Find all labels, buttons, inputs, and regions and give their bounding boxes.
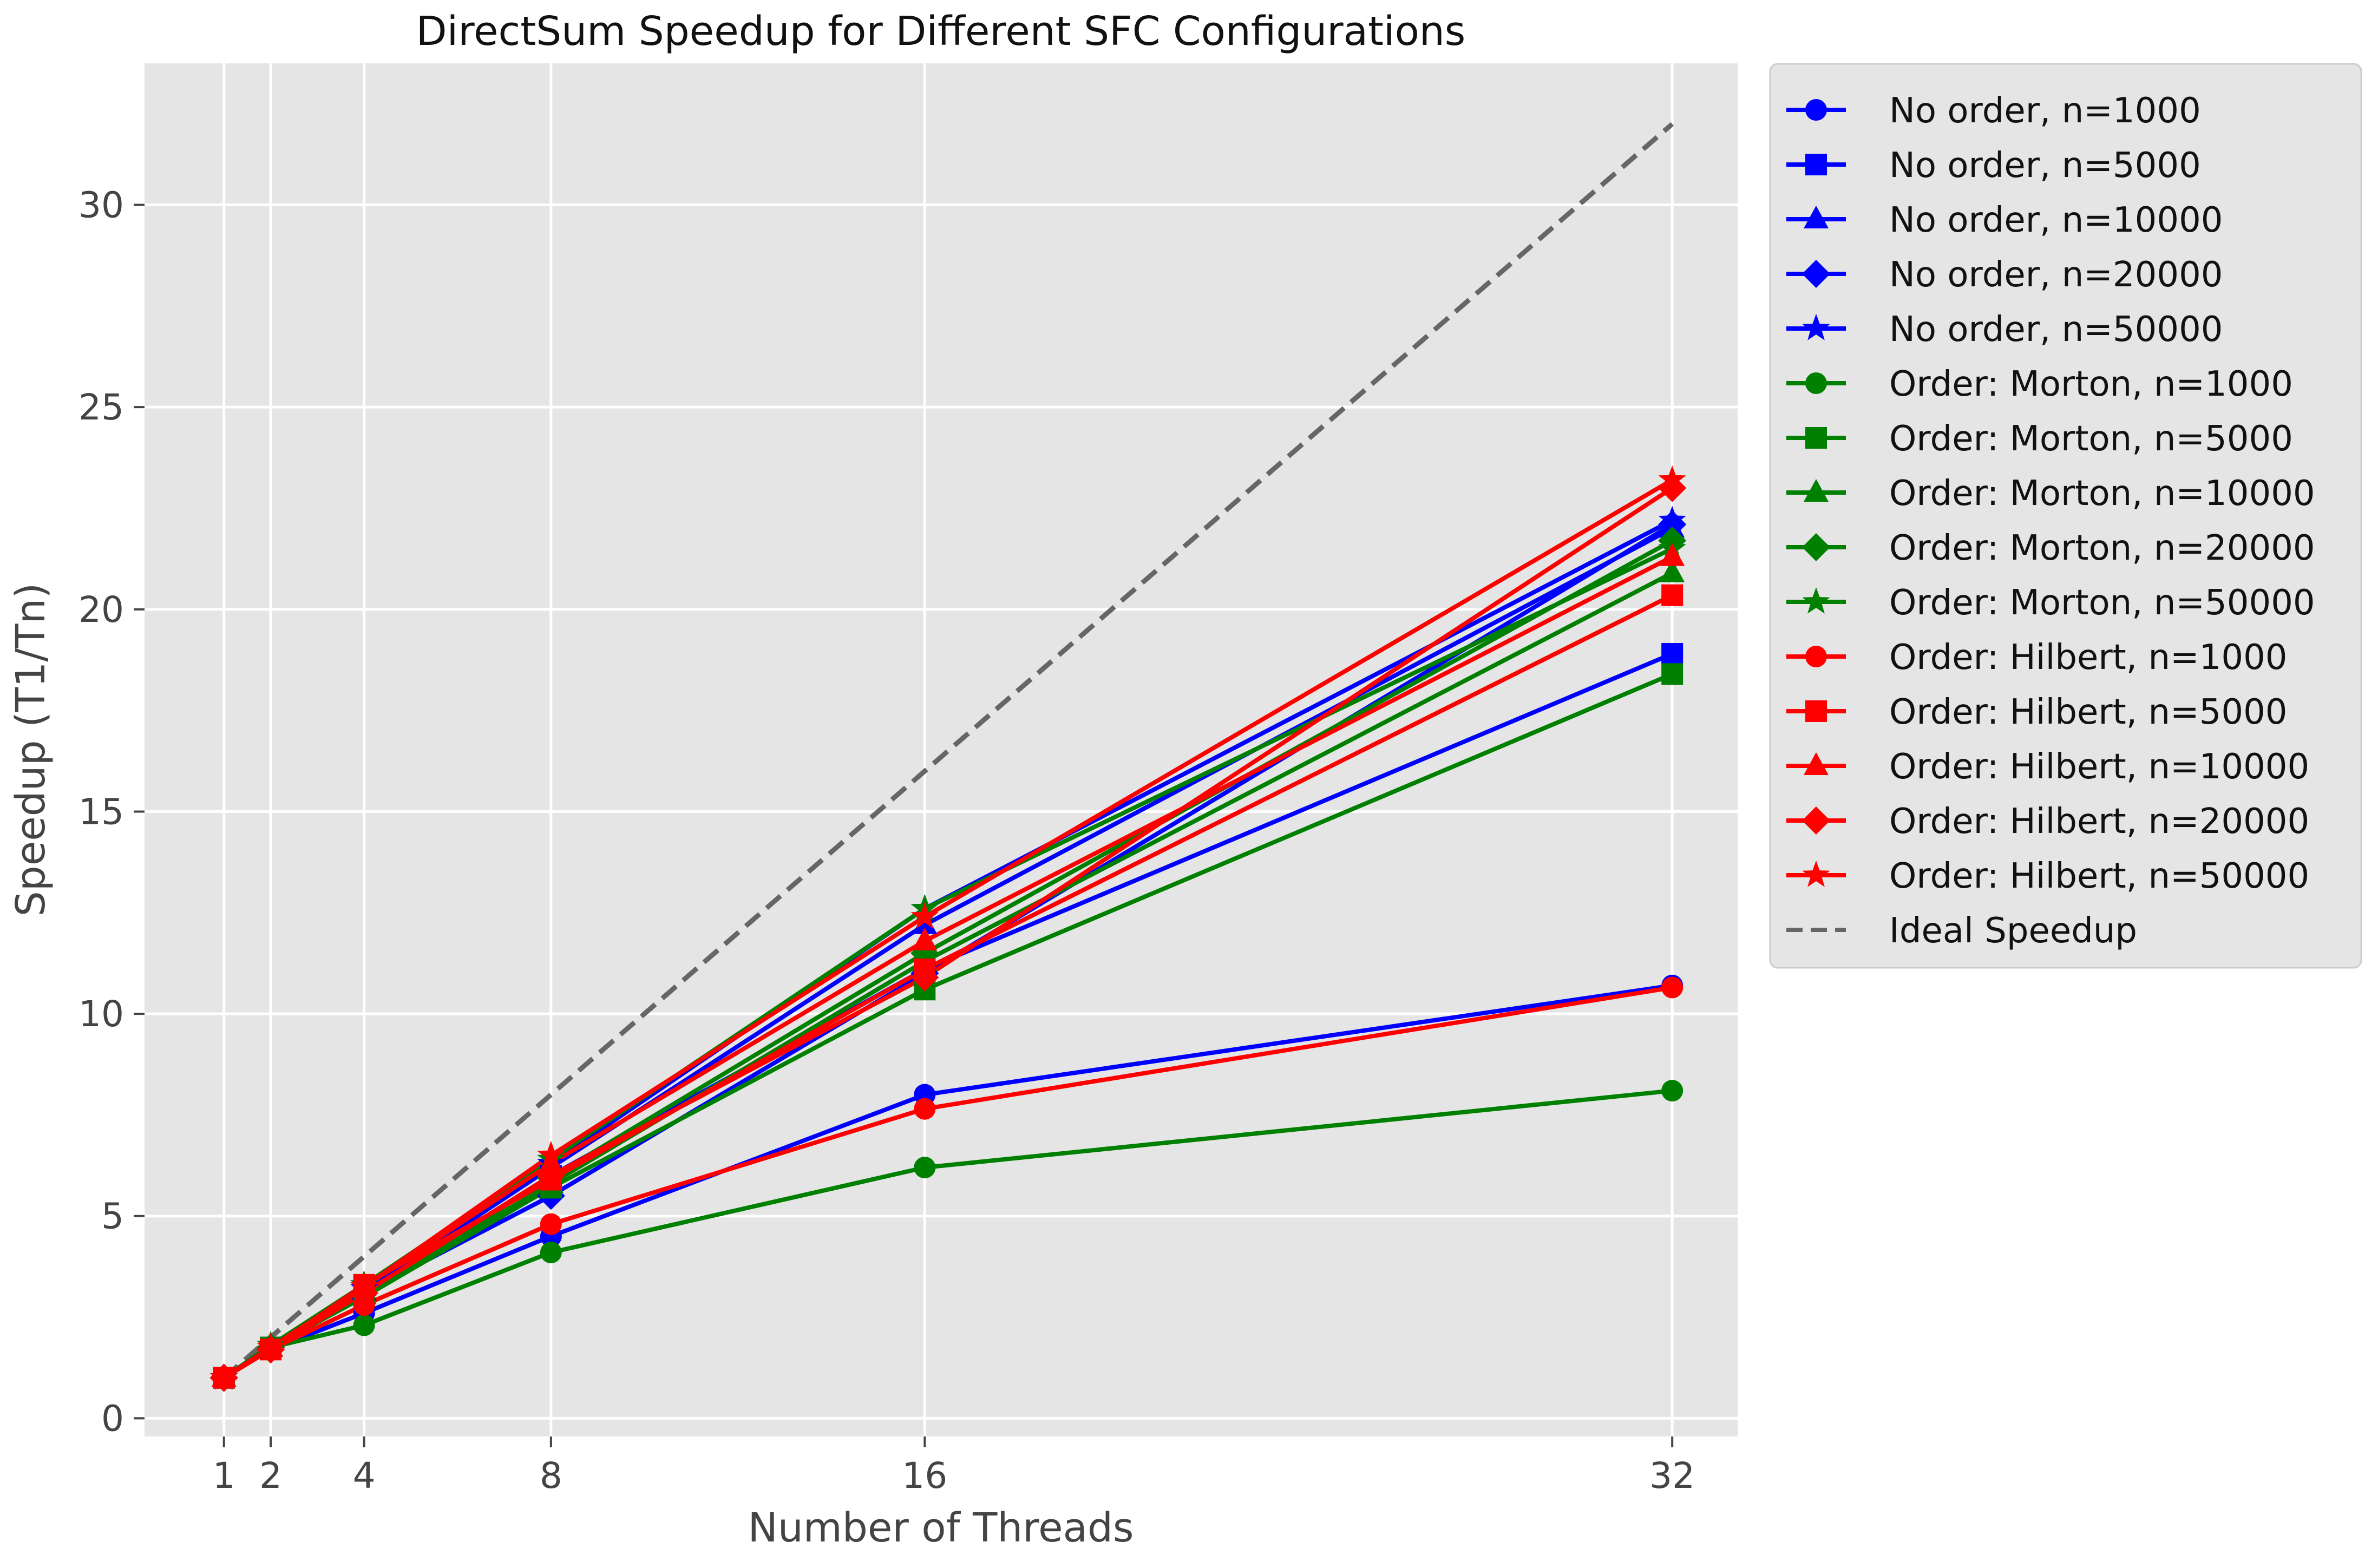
ideal-speedup-line	[222, 122, 1674, 1380]
legend-label-8: Order: Morton, n=20000	[1889, 528, 2315, 568]
data-point-s5-p4	[914, 1157, 936, 1179]
legend-label-13: Order: Hilbert, n=20000	[1889, 802, 2309, 842]
legend-marker-7	[1804, 479, 1829, 502]
legend-marker-13	[1802, 806, 1830, 835]
data-point-s10-p3	[540, 1213, 562, 1235]
data-point-s14-p2	[350, 1272, 378, 1299]
y-tick-label: 10	[78, 993, 124, 1035]
data-point-s14-p0	[210, 1363, 238, 1390]
legend-label-1: No order, n=5000	[1889, 146, 2201, 186]
data-point-s11-p5	[1661, 584, 1683, 606]
data-point-s5-p5	[1661, 1080, 1683, 1102]
data-point-s10-p5	[1661, 976, 1683, 999]
data-point-s13-p4	[910, 963, 939, 992]
grid-lines	[145, 63, 1738, 1436]
data-point-s14-p3	[537, 1140, 565, 1167]
data-point-s6-p5	[1661, 663, 1683, 685]
data-point-s14-p5	[1658, 465, 1686, 492]
y-tick-label: 20	[78, 589, 124, 631]
y-tick-label: 25	[78, 386, 124, 428]
axis-ticks: 1 2 4 8 16 32 0 5 10 15 20 25 30	[78, 185, 1695, 1497]
x-tick-label: 1	[213, 1455, 235, 1497]
data-point-s14-p1	[257, 1333, 285, 1360]
data-point-s14-p4	[910, 902, 939, 929]
legend-label-11: Order: Hilbert, n=5000	[1889, 692, 2288, 732]
legend-box	[1769, 63, 2362, 969]
x-tick-label: 2	[259, 1455, 282, 1497]
legend-marker-11	[1805, 700, 1827, 722]
legend-label-3: No order, n=20000	[1889, 255, 2223, 295]
y-tick-label: 5	[101, 1196, 124, 1237]
plot-area	[145, 63, 1738, 1436]
data-point-s13-p3	[536, 1162, 565, 1190]
legend-marker-3	[1802, 260, 1830, 288]
x-tick-label: 32	[1649, 1455, 1695, 1497]
series-markers	[209, 465, 1687, 1392]
data-point-s13-p5	[1658, 474, 1687, 502]
legend-label-4: No order, n=50000	[1889, 310, 2223, 350]
legend-marker-6	[1805, 427, 1827, 449]
x-axis-label: Number of Threads	[748, 1505, 1134, 1551]
legend-label-9: Order: Morton, n=50000	[1889, 583, 2315, 623]
legend-marker-1	[1805, 154, 1827, 175]
data-point-s1-p5	[1661, 643, 1683, 665]
chart-title: DirectSum Speedup for Different SFC Conf…	[416, 8, 1466, 55]
y-tick-label: 0	[101, 1398, 124, 1439]
data-point-s12-p4	[912, 927, 938, 950]
legend-label-6: Order: Morton, n=5000	[1889, 419, 2293, 459]
legend: No order, n=1000 No order, n=5000 No order…	[1769, 63, 2362, 969]
legend-label-0: No order, n=1000	[1889, 91, 2201, 131]
x-tick-label: 16	[902, 1455, 947, 1497]
data-point-s5-p3	[540, 1241, 562, 1263]
legend-label-12: Order: Hilbert, n=10000	[1889, 747, 2309, 787]
legend-marker-10	[1805, 646, 1827, 667]
y-tick-label: 15	[78, 791, 124, 832]
legend-marker-4	[1802, 314, 1830, 340]
legend-marker-9	[1802, 587, 1830, 614]
x-tick-label: 8	[540, 1455, 562, 1497]
legend-marker-2	[1804, 206, 1829, 228]
legend-label-5: Order: Morton, n=1000	[1889, 364, 2293, 404]
y-axis-label: Speedup (T1/Tn)	[8, 583, 54, 916]
legend-label-ideal: Ideal Speedup	[1889, 911, 2137, 951]
legend-label-2: No order, n=10000	[1889, 200, 2223, 240]
data-point-s10-p4	[914, 1098, 936, 1120]
legend-label-10: Order: Hilbert, n=1000	[1889, 638, 2288, 678]
legend-marker-0	[1805, 99, 1827, 121]
data-point-s7-p5	[1660, 559, 1685, 582]
data-point-s12-p5	[1660, 543, 1685, 566]
y-tick-label: 30	[78, 185, 124, 226]
x-tick-label: 4	[353, 1455, 376, 1497]
legend-marker-14	[1802, 861, 1830, 887]
legend-label-7: Order: Morton, n=10000	[1889, 474, 2315, 514]
data-point-s5-p2	[353, 1314, 375, 1336]
data-point-s4-p5	[1658, 506, 1686, 533]
legend-marker-8	[1802, 533, 1830, 561]
legend-marker-5	[1805, 372, 1827, 394]
legend-marker-12	[1804, 752, 1829, 775]
legend-label-14: Order: Hilbert, n=50000	[1889, 856, 2309, 896]
